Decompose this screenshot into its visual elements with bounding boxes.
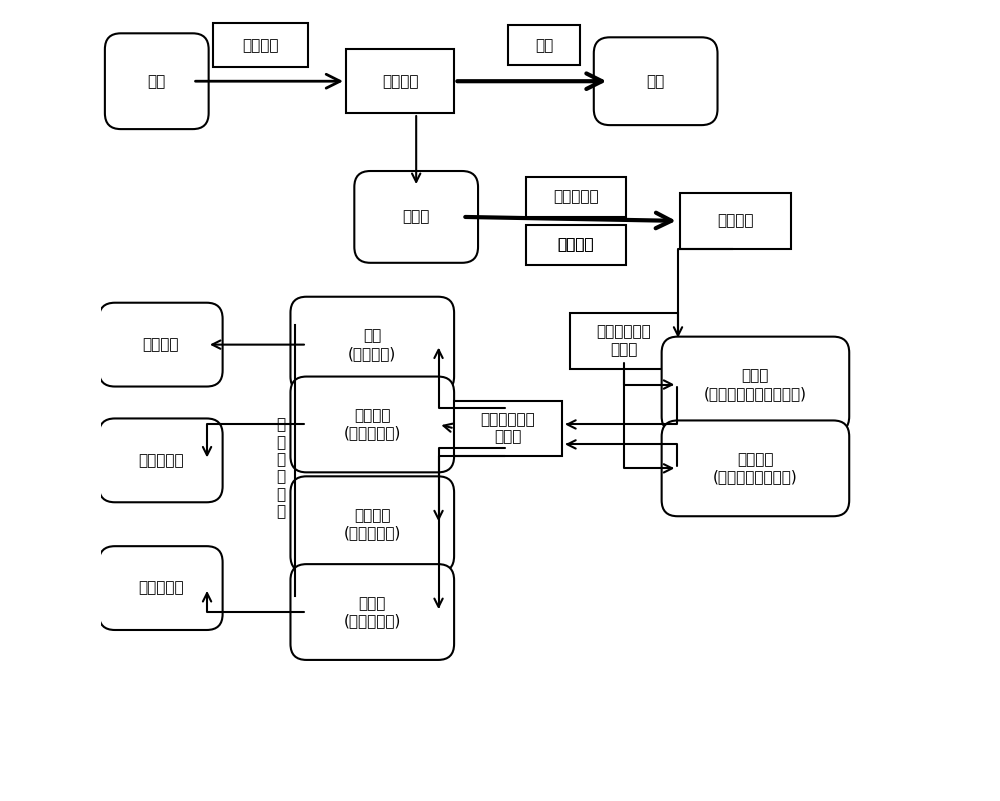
Text: 酚类化合物: 酚类化合物 [138,581,184,596]
Text: 中和、脱色: 中和、脱色 [553,190,599,204]
Text: 水相
(甲基糖苷): 水相 (甲基糖苷) [348,328,396,360]
Text: 加萃取剂，萃
取分离: 加萃取剂，萃 取分离 [481,413,535,445]
Text: 水溶相
(烷基糖苷，乙酰丙酸酯): 水溶相 (烷基糖苷，乙酰丙酸酯) [704,368,807,400]
Text: 液化产物: 液化产物 [382,74,418,89]
Text: 甲基糖苷: 甲基糖苷 [143,337,179,352]
FancyBboxPatch shape [680,193,791,249]
FancyBboxPatch shape [213,23,308,67]
FancyBboxPatch shape [454,400,562,457]
Text: 乙酰丙酸酯: 乙酰丙酸酯 [138,453,184,468]
FancyBboxPatch shape [570,312,678,368]
Text: 液化油: 液化油 [402,209,430,224]
FancyBboxPatch shape [526,177,626,217]
Text: 旋转蒸发: 旋转蒸发 [558,237,594,252]
FancyBboxPatch shape [105,34,209,129]
Text: 旋
转
蒸
发
溶
剂: 旋 转 蒸 发 溶 剂 [276,417,285,519]
Text: 残渣: 残渣 [647,74,665,89]
FancyBboxPatch shape [346,50,454,113]
Text: 萃取剂相
(乙酰丙酸酯): 萃取剂相 (乙酰丙酸酯) [344,508,401,541]
Text: 加蒸馏水，萃
取分离: 加蒸馏水，萃 取分离 [596,324,651,356]
FancyBboxPatch shape [594,38,718,125]
FancyBboxPatch shape [354,171,478,263]
Text: 旋转蒸发: 旋转蒸发 [558,237,594,252]
FancyBboxPatch shape [99,418,223,502]
Text: 液体产品: 液体产品 [717,213,754,228]
FancyBboxPatch shape [290,564,454,660]
Text: 过滤: 过滤 [535,38,553,53]
FancyBboxPatch shape [290,477,454,572]
FancyBboxPatch shape [662,336,849,433]
Text: 水不溶相
(酚类，乙酰丙酸酯): 水不溶相 (酚类，乙酰丙酸酯) [713,452,798,485]
FancyBboxPatch shape [526,225,626,265]
FancyBboxPatch shape [662,421,849,516]
FancyBboxPatch shape [290,376,454,473]
Text: 竹材: 竹材 [148,74,166,89]
Text: 不溶相
(酚类化合物): 不溶相 (酚类化合物) [344,596,401,628]
FancyBboxPatch shape [99,546,223,630]
FancyBboxPatch shape [99,303,223,387]
Text: 萃取剂相
(乙酰丙酸酯): 萃取剂相 (乙酰丙酸酯) [344,409,401,441]
FancyBboxPatch shape [508,26,580,65]
FancyBboxPatch shape [290,296,454,392]
Text: 加压液化: 加压液化 [242,38,279,53]
